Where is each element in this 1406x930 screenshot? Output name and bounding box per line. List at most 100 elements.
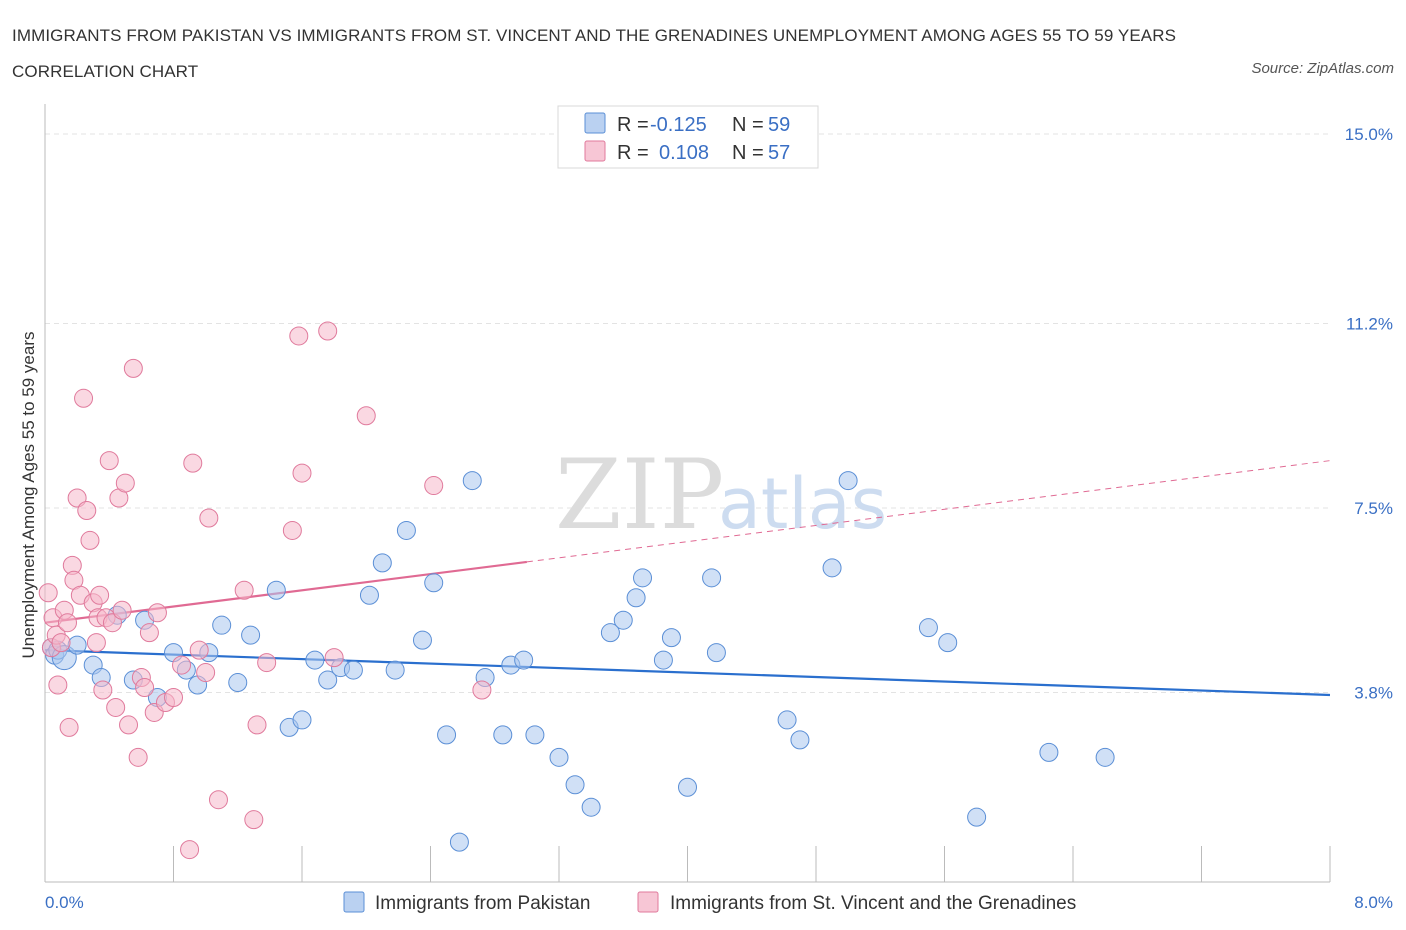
- point-pakistan: [412, 630, 432, 650]
- point-pakistan: [918, 618, 938, 638]
- point-st-vincent: [112, 600, 132, 620]
- point-pakistan: [462, 471, 482, 491]
- point-st-vincent: [164, 687, 183, 707]
- point-st-vincent: [324, 648, 344, 668]
- point-st-vincent: [57, 613, 77, 633]
- point-pakistan: [305, 650, 325, 670]
- point-pakistan: [241, 625, 261, 645]
- bottom-legend-label-pakistan: Immigrants from Pakistan: [375, 893, 590, 914]
- point-st-vincent: [289, 326, 309, 346]
- watermark: ZIP atlas: [555, 439, 887, 551]
- legend-r-value-pakistan: -0.125: [650, 114, 707, 136]
- point-st-vincent: [115, 473, 135, 493]
- bottom-legend: Immigrants from Pakistan Immigrants from…: [343, 891, 1076, 914]
- point-st-vincent: [93, 680, 113, 700]
- point-st-vincent: [183, 453, 203, 473]
- point-pakistan: [449, 832, 469, 852]
- grid-lines: [45, 133, 1330, 694]
- point-st-vincent: [292, 463, 312, 483]
- y-axis-label: Unemployment Among Ages 55 to 59 years: [19, 332, 38, 659]
- point-pakistan: [565, 775, 585, 795]
- point-st-vincent: [106, 697, 126, 717]
- point-pakistan: [678, 777, 697, 797]
- point-st-vincent: [139, 623, 159, 643]
- point-pakistan: [525, 725, 545, 745]
- point-st-vincent: [424, 476, 444, 496]
- point-st-vincent: [128, 747, 148, 767]
- point-st-vincent: [123, 358, 143, 378]
- point-pakistan: [702, 568, 722, 588]
- point-pakistan: [581, 797, 601, 817]
- point-pakistan: [318, 670, 338, 690]
- point-st-vincent: [244, 810, 264, 830]
- point-pakistan: [706, 643, 726, 663]
- y-tick-label: 3.8%: [1354, 684, 1393, 703]
- point-pakistan: [343, 660, 363, 680]
- point-st-vincent: [59, 717, 79, 737]
- point-pakistan: [1039, 742, 1059, 762]
- point-pakistan: [385, 660, 405, 680]
- legend-r-value-st-vincent: 0.108: [659, 142, 709, 164]
- watermark-zip: ZIP: [555, 439, 724, 551]
- point-pakistan: [661, 628, 681, 648]
- point-st-vincent: [48, 675, 68, 695]
- point-pakistan: [838, 471, 858, 491]
- source-label: Source: ZipAtlas.com: [1251, 60, 1394, 77]
- point-pakistan: [67, 635, 87, 655]
- point-pakistan: [266, 580, 286, 600]
- data-points: [38, 321, 1115, 860]
- point-pakistan: [967, 807, 987, 827]
- point-pakistan: [633, 568, 653, 588]
- legend-r-label-pakistan: R =: [617, 114, 649, 136]
- legend-n-value-st-vincent: 57: [768, 142, 790, 164]
- point-st-vincent: [199, 508, 219, 528]
- point-pakistan: [777, 710, 797, 730]
- tick-labels: 3.8% 7.5% 11.2% 15.0% 0.0% 8.0%: [45, 125, 1393, 912]
- legend-n-value-pakistan: 59: [768, 114, 790, 136]
- y-tick-label: 15.0%: [1345, 125, 1393, 144]
- point-pakistan: [600, 623, 620, 643]
- point-st-vincent: [472, 680, 492, 700]
- trend-line-st-vincent-dashed: [526, 460, 1331, 563]
- point-st-vincent: [282, 520, 302, 540]
- point-st-vincent: [247, 715, 267, 735]
- y-tick-label: 7.5%: [1354, 499, 1393, 518]
- point-st-vincent: [38, 583, 58, 603]
- point-st-vincent: [90, 585, 110, 605]
- point-pakistan: [396, 520, 416, 540]
- point-st-vincent: [77, 500, 97, 520]
- point-pakistan: [938, 633, 958, 653]
- point-st-vincent: [80, 530, 100, 550]
- y-tick-label: 11.2%: [1346, 314, 1393, 333]
- legend-swatch-st-vincent: [584, 140, 606, 162]
- point-st-vincent: [51, 633, 71, 653]
- point-st-vincent: [86, 633, 106, 653]
- bottom-legend-swatch-st-vincent: [637, 891, 659, 913]
- x-tick-label: 0.0%: [45, 893, 84, 912]
- point-st-vincent: [196, 663, 216, 683]
- bottom-legend-label-st-vincent: Immigrants from St. Vincent and the Gren…: [670, 893, 1076, 914]
- point-pakistan: [212, 615, 232, 635]
- point-pakistan: [424, 573, 444, 593]
- point-pakistan: [514, 650, 534, 670]
- point-st-vincent: [119, 715, 139, 735]
- point-pakistan: [549, 747, 569, 767]
- point-pakistan: [790, 730, 810, 750]
- point-pakistan: [292, 710, 312, 730]
- legend-n-label-st-vincent: N =: [732, 142, 764, 164]
- point-pakistan: [437, 725, 457, 745]
- point-st-vincent: [180, 840, 200, 860]
- legend-r-label-st-vincent: R =: [617, 142, 649, 164]
- point-pakistan: [822, 558, 842, 578]
- point-pakistan: [372, 553, 392, 573]
- x-tick-label: 8.0%: [1354, 893, 1393, 912]
- point-pakistan: [1095, 747, 1115, 767]
- point-st-vincent: [257, 653, 277, 673]
- point-st-vincent: [135, 678, 155, 698]
- point-pakistan: [228, 673, 248, 693]
- bottom-legend-swatch-pakistan: [343, 891, 365, 913]
- watermark-atlas: atlas: [718, 463, 887, 545]
- point-st-vincent: [99, 451, 119, 471]
- point-st-vincent: [318, 321, 338, 341]
